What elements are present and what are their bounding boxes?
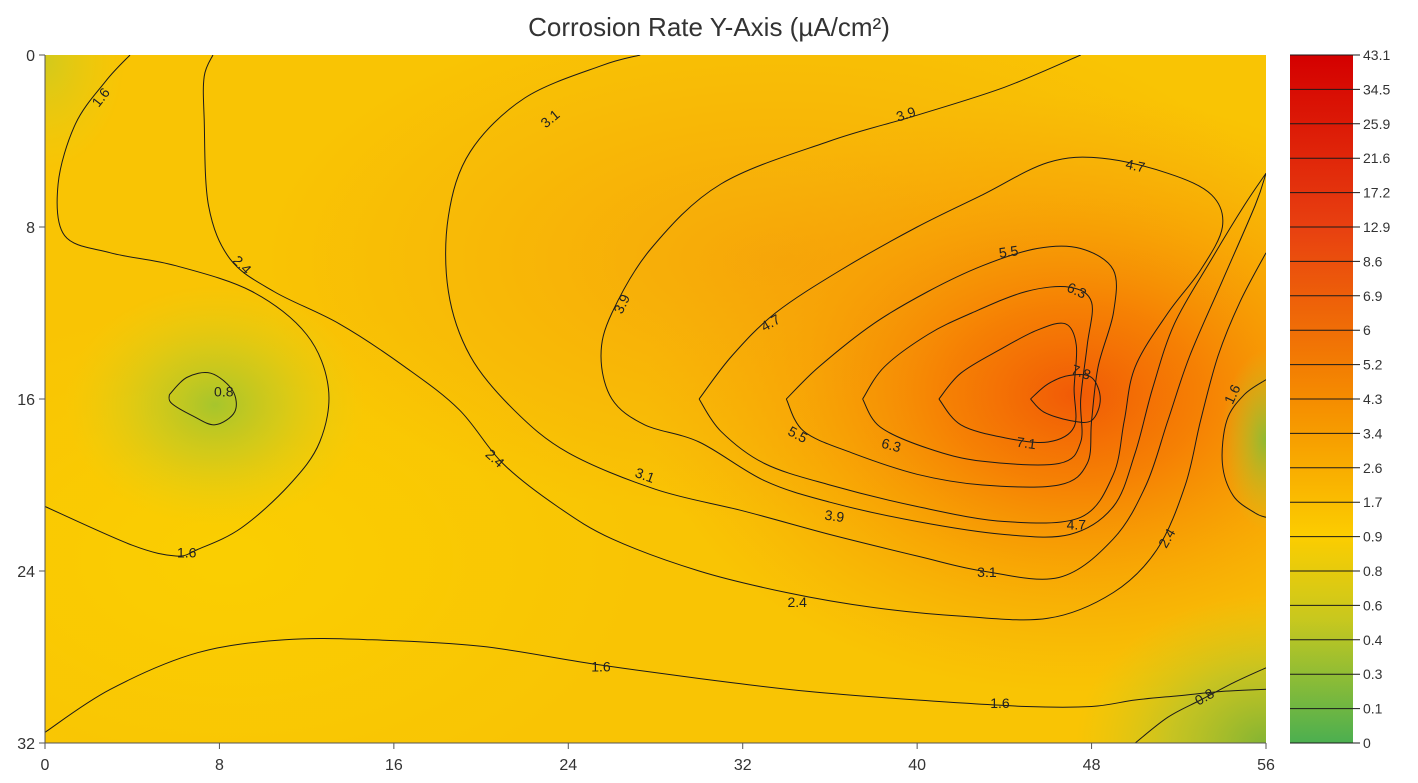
contour-label: 3.1 (633, 464, 657, 486)
colorbar: 43.1 34.5 25.9 21.6 17.2 12.9 8.6 6.9 6 5.2 4.3 3.4… (1290, 47, 1390, 751)
x-tick-label: 48 (1083, 757, 1101, 774)
x-tick-label: 40 (908, 757, 926, 774)
contour-line-1-6 (45, 638, 1266, 733)
colorbar-tick-label: 5.2 (1363, 357, 1383, 373)
x-tick-label: 24 (559, 757, 577, 774)
contour-label: 2.4 (787, 594, 807, 610)
contour-line-5-5 (785, 245, 1117, 488)
y-tick-label: 24 (17, 564, 35, 581)
contour-label: 4.7 (1067, 517, 1087, 533)
x-tick-label: 56 (1257, 757, 1275, 774)
contour-line-3-9 (600, 55, 1266, 538)
contour-line-2-4 (202, 55, 1266, 621)
colorbar-tick-label: 43.1 (1363, 47, 1390, 63)
contour-label: 7.8 (1069, 361, 1093, 383)
contour-line-4-7 (698, 156, 1224, 524)
x-tick-label: 32 (734, 757, 752, 774)
contour-label: 3.9 (610, 291, 633, 316)
colorbar-tick-label: 25.9 (1363, 116, 1390, 132)
colorbar-tick-label: 0.8 (1363, 563, 1383, 579)
colorbar-tick-label: 4.3 (1363, 391, 1383, 407)
x-tick-label: 0 (41, 757, 50, 774)
contour-label: 5.5 (998, 242, 1020, 261)
colorbar-tick-label: 2.6 (1363, 460, 1383, 476)
plot-area: 0.80.81.61.61.61.61.62.42.42.42.43.13.13… (45, 55, 1266, 743)
contour-line-1-6 (45, 55, 330, 557)
y-tick-label: 8 (26, 220, 35, 237)
colorbar-ticks: 43.1 34.5 25.9 21.6 17.2 12.9 8.6 6.9 6 5.2 4.3 3.4… (1290, 47, 1390, 751)
heatmap-low-right-edge (45, 55, 1266, 743)
colorbar-tick-label: 12.9 (1363, 219, 1390, 235)
contour-label: 7.1 (1016, 434, 1038, 453)
contour-label: 1.6 (1221, 382, 1244, 407)
contour-line-0-8 (1134, 667, 1266, 743)
y-axis-ticks: 0 8 16 24 32 (17, 48, 45, 753)
colorbar-tick-label: 6.9 (1363, 288, 1383, 304)
contour-lines (45, 55, 1266, 743)
colorbar-tick-label: 34.5 (1363, 81, 1390, 97)
colorbar-tick-label: 21.6 (1363, 150, 1390, 166)
colorbar-tick-label: 3.4 (1363, 425, 1383, 441)
contour-label: 6.3 (1065, 279, 1090, 302)
colorbar-tick-label: 6 (1363, 322, 1371, 338)
y-tick-label: 16 (17, 392, 35, 409)
colorbar-tick-label: 0.4 (1363, 632, 1383, 648)
contour-line-0-8 (168, 371, 237, 426)
axes: 0 8 16 24 32 40 48 56 0 8 16 24 32 (17, 48, 1275, 774)
contour-label: 1.6 (990, 695, 1010, 711)
y-tick-label: 32 (17, 736, 35, 753)
colorbar-tick-label: 8.6 (1363, 253, 1383, 269)
contour-label: 3.1 (977, 564, 997, 580)
colorbar-tick-label: 17.2 (1363, 185, 1390, 201)
colorbar-tick-label: 0 (1363, 735, 1371, 751)
colorbar-tick-label: 0.3 (1363, 666, 1383, 682)
contour-label: 3.9 (824, 507, 846, 526)
chart-title: Corrosion Rate Y-Axis (µA/cm²) (528, 12, 890, 42)
contour-line-7-1 (938, 322, 1078, 443)
contour-line-3-1 (445, 55, 1266, 580)
contour-line-6-3 (862, 286, 1093, 466)
x-tick-label: 8 (215, 757, 224, 774)
x-axis-ticks: 0 8 16 24 32 40 48 56 (41, 743, 1275, 774)
y-tick-label: 0 (26, 48, 35, 65)
colorbar-tick-label: 0.1 (1363, 701, 1383, 717)
contour-label: 4.7 (1124, 156, 1147, 176)
x-tick-label: 16 (385, 757, 403, 774)
contour-line-1-6 (1221, 379, 1266, 518)
contour-label: 3.9 (894, 103, 918, 124)
colorbar-tick-label: 0.6 (1363, 597, 1383, 613)
contour-label: 0.8 (214, 383, 234, 399)
colorbar-tick-label: 1.7 (1363, 494, 1383, 510)
contour-label: 1.6 (177, 545, 197, 561)
contour-label: 6.3 (880, 435, 903, 456)
contour-line-7-8 (1030, 374, 1101, 423)
contour-label: 1.6 (591, 658, 611, 674)
colorbar-tick-label: 0.9 (1363, 529, 1383, 545)
